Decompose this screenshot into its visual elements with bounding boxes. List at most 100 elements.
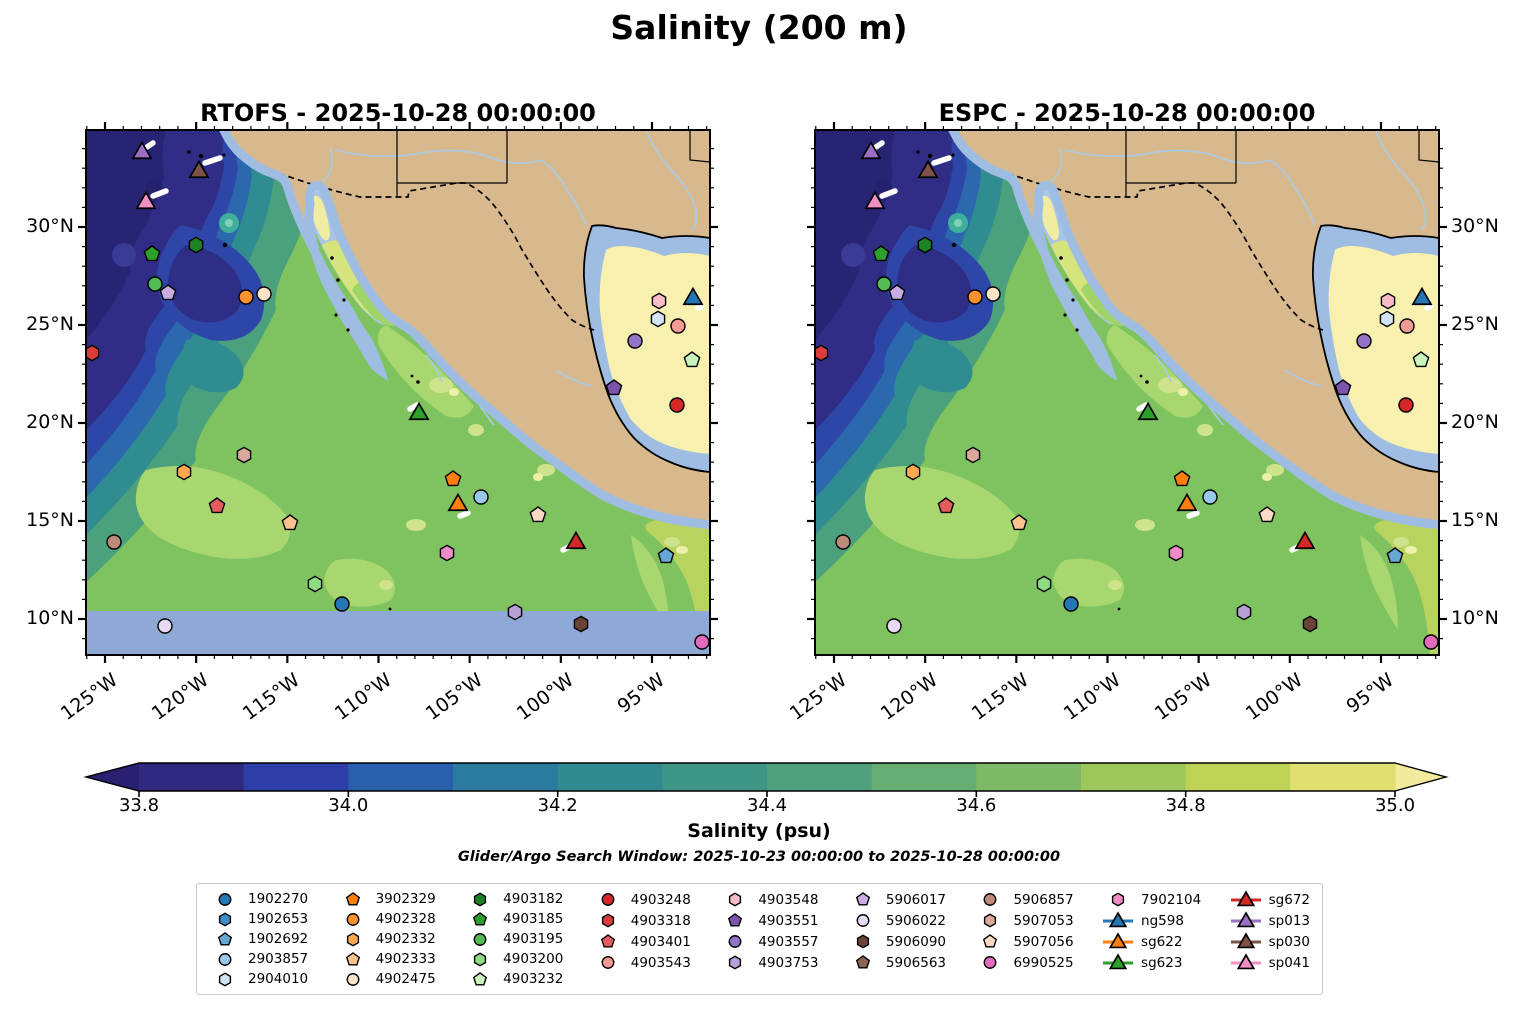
float-legend-marker xyxy=(345,951,360,966)
lon-tick-label: 110°W xyxy=(1059,669,1125,725)
lat-tick-label: 10°N xyxy=(1451,607,1499,629)
marker-4902333 xyxy=(1010,514,1028,531)
colorbar-tick-label: 35.0 xyxy=(1374,795,1416,816)
marker-sg623 xyxy=(408,401,430,421)
marker-4902475 xyxy=(256,286,272,302)
marker-4903551 xyxy=(1334,379,1352,396)
legend-label: 6990525 xyxy=(1013,954,1074,971)
float-legend-marker xyxy=(728,935,742,948)
legend-label: 4902475 xyxy=(375,971,436,987)
legend-entry-4903200: 4903200 xyxy=(464,949,563,969)
legend-entry-4903557: 4903557 xyxy=(719,931,818,952)
legend-entry-3902329: 3902329 xyxy=(337,889,436,909)
legend-entry-4903543: 4903543 xyxy=(592,952,691,973)
legend-entry-5906017: 5906017 xyxy=(847,889,946,910)
glider-track-segment xyxy=(1186,510,1200,519)
glider-legend-marker xyxy=(1230,953,1261,970)
marker-1902270 xyxy=(334,596,350,612)
legend-label: sg622 xyxy=(1141,933,1183,950)
legend-column: 1902270 1902653 1902692 2903857 2904010 xyxy=(209,889,308,989)
float-legend-marker xyxy=(600,934,615,948)
marker-2904010 xyxy=(1379,310,1395,328)
lat-tick-label: 30°N xyxy=(26,215,74,237)
float-legend-marker xyxy=(474,951,487,967)
marker-4903182 xyxy=(188,236,204,254)
marker-5906022 xyxy=(886,618,902,634)
lat-tick-label: 15°N xyxy=(1451,509,1499,531)
glider-legend-marker xyxy=(1103,932,1134,949)
marker-2903857 xyxy=(1202,489,1218,505)
legend-label: ng598 xyxy=(1141,912,1184,929)
float-legend-marker xyxy=(856,934,869,949)
marker-2904010 xyxy=(650,310,666,328)
lat-tick-label: 20°N xyxy=(1451,411,1499,433)
marker-4903248 xyxy=(669,397,685,413)
espc-panel-title: ESPC - 2025-10-28 00:00:00 xyxy=(938,99,1316,127)
float-legend-marker xyxy=(984,913,997,928)
legend-entry-4903195: 4903195 xyxy=(464,929,563,949)
marker-sg623 xyxy=(1137,401,1159,421)
marker-4903548 xyxy=(1380,292,1396,310)
marker-4903548 xyxy=(651,292,667,310)
float-legend-marker xyxy=(601,893,615,906)
legend-label: 4903548 xyxy=(758,891,819,908)
page-title: Salinity (200 m) xyxy=(610,8,908,47)
lon-tick-label: 115°W xyxy=(238,669,304,725)
float-legend-marker xyxy=(345,891,360,906)
marker-5906857 xyxy=(106,534,122,550)
glider-legend-marker xyxy=(1103,911,1134,928)
legend-entry-6990525: 6990525 xyxy=(974,952,1074,973)
legend-label: 4902333 xyxy=(375,951,436,967)
marker-4902332 xyxy=(176,463,192,481)
float-legend-marker xyxy=(855,892,870,906)
marker-5907056 xyxy=(1258,506,1276,523)
float-legend-marker xyxy=(856,914,870,927)
colorbar-tick-label: 34.6 xyxy=(956,795,997,816)
legend-label: 1902692 xyxy=(248,931,309,947)
legend-entry-7902104: 7902104 xyxy=(1102,889,1201,910)
legend-label: sg672 xyxy=(1268,891,1310,908)
lat-tick-label: 20°N xyxy=(26,411,74,433)
marker-sg622 xyxy=(447,492,469,512)
marker-4902333 xyxy=(281,514,299,531)
legend-column: 7902104 ng598 sg622 sg623 xyxy=(1102,889,1201,989)
legend-entry-sg622: sg622 xyxy=(1102,931,1201,952)
float-legend-marker xyxy=(983,934,998,948)
rtofs-map xyxy=(78,122,718,663)
legend-label: 5906022 xyxy=(885,912,947,929)
legend-entry-sg623: sg623 xyxy=(1102,952,1201,973)
legend-entry-5906022: 5906022 xyxy=(847,910,946,931)
legend-label: 4903185 xyxy=(503,911,564,927)
legend-entry-4902333: 4902333 xyxy=(337,949,436,969)
legend-label: 1902270 xyxy=(248,891,309,907)
legend-label: sp030 xyxy=(1268,933,1310,950)
float-legend-marker xyxy=(984,956,997,969)
lat-tick-label: 25°N xyxy=(1451,313,1499,335)
marker-4903753 xyxy=(507,603,523,621)
marker-4903318 xyxy=(815,344,829,362)
float-legend-marker xyxy=(601,956,615,969)
legend-label: 4903557 xyxy=(758,933,819,950)
legend-column: 4903248 4903318 4903401 4903543 xyxy=(592,889,691,989)
marker-5906857 xyxy=(835,534,851,550)
colorbar-tick-label: 33.8 xyxy=(118,795,160,816)
marker-4903185 xyxy=(143,245,161,262)
legend-entry-1902270: 1902270 xyxy=(209,889,308,909)
legend-label: 2903857 xyxy=(248,951,309,967)
marker-sg622 xyxy=(1176,492,1198,512)
legend-entry-4902332: 4902332 xyxy=(337,929,436,949)
glider-track-segment xyxy=(202,155,223,166)
legend-entry-sp030: sp030 xyxy=(1230,931,1310,952)
float-legend-marker xyxy=(855,955,870,969)
marker-1902692 xyxy=(657,547,675,564)
legend-label: 4903248 xyxy=(630,891,691,908)
marker-4903753 xyxy=(1236,603,1252,621)
marker-4903318 xyxy=(86,344,100,362)
platform-legend: 1902270 1902653 1902692 2903857 2904010 39023… xyxy=(196,883,1323,995)
colorbar-tick-label: 34.0 xyxy=(328,795,369,816)
marker-1902692 xyxy=(1386,547,1404,564)
legend-entry-5907056: 5907056 xyxy=(974,931,1074,952)
legend-entry-sp041: sp041 xyxy=(1230,952,1310,973)
legend-label: sp041 xyxy=(1268,954,1310,971)
